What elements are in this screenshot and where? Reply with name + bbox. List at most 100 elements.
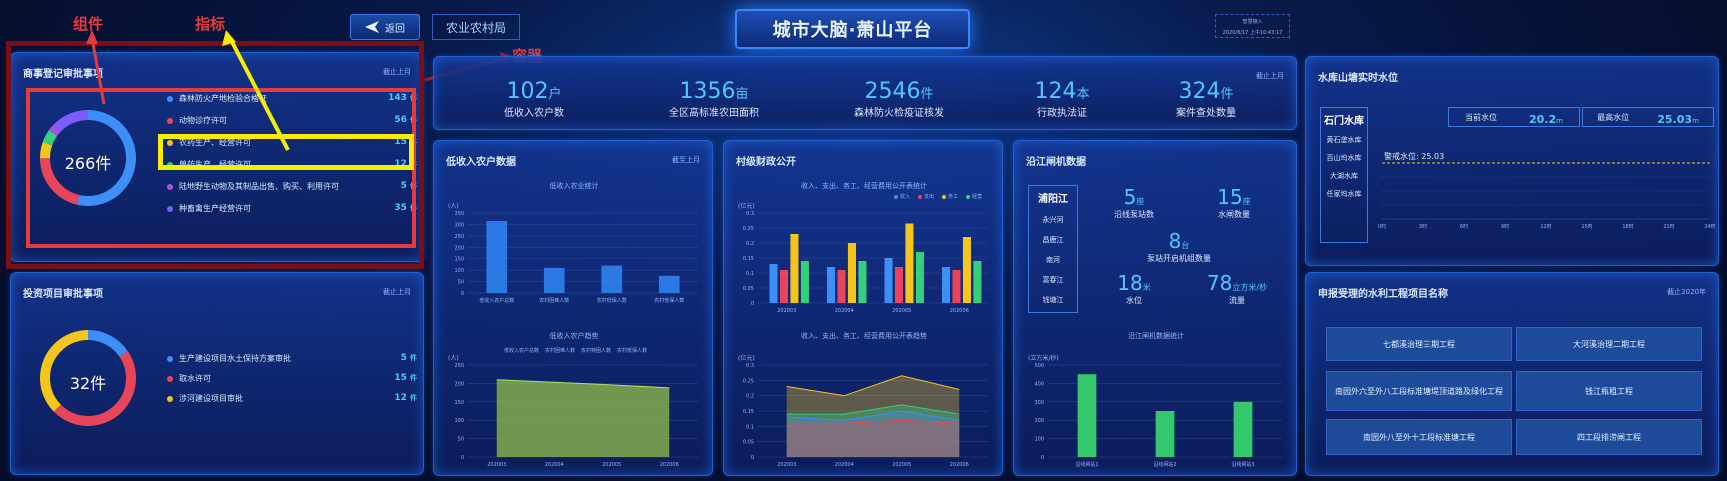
projects-title: 申报受理的水利工程项目名称 — [1318, 289, 1448, 300]
reservoir-level-chart: 0时 3时 6时 9时 12时 15时 18时 21时 24时 — [1378, 162, 1716, 230]
bar-支出 — [894, 267, 904, 303]
reservoir-item[interactable]: 百山坞水库 — [1326, 154, 1362, 162]
annotation-component-label: 组件 — [73, 15, 104, 33]
list-item: 森林防火产地检验合格证 — [167, 93, 267, 109]
back-button[interactable]: 返回 — [350, 14, 420, 40]
list-item: 生产建设项目水土保持方案审批 — [167, 353, 291, 369]
list-item: 种畜禽生产经营许可 — [167, 203, 251, 219]
metric-flow: 78立方米/秒 流量 — [1206, 271, 1268, 305]
bar-支出 — [837, 270, 846, 303]
x-tick-label: 202006 — [950, 462, 969, 468]
stats-note: 截止上月 — [1256, 72, 1284, 80]
area-收入 — [786, 411, 960, 457]
project-item[interactable]: 大河溪治理二期工程 — [1516, 327, 1702, 361]
invest-panel: 投资项目审批事项 截止上月 32件 生产建设项目水土保持方案审批 5 件 取水许… — [10, 272, 424, 475]
x-tick-label: 9时 — [1501, 223, 1509, 230]
bar — [658, 275, 680, 293]
chart2-legend: 低收入农户总数 农村困难人数 农村特困人数 农村低保人数 — [504, 348, 648, 354]
bar — [1155, 411, 1175, 457]
bar-务工 — [905, 223, 914, 303]
village-bar-chart: 0 0.05 0.1 0.15 0.2 0.25 0.3 202003 202004 202005… — [743, 211, 988, 314]
approval-note: 截止上月 — [383, 68, 411, 76]
invest-note: 截止上月 — [383, 288, 411, 296]
x-tick-label: 202003 — [487, 462, 506, 468]
village-chart2-title: 收入、支出、务工、经营费用公开表趋势 — [801, 332, 927, 340]
project-item[interactable]: 南园外六至外八工段标准塘堤顶道路及绿化工程 — [1326, 371, 1512, 411]
chart1-title: 低收入农业统计 — [549, 182, 599, 190]
reservoir-item[interactable]: 任家坞水库 — [1326, 190, 1362, 198]
approval-title: 商事登记审批事项 — [23, 69, 103, 80]
river-item[interactable]: 昌鹿江 — [1042, 236, 1064, 244]
x-tick-label: 15时 — [1581, 223, 1592, 230]
river-bar-chart: 0 100 200 300 400 500 沿线闸站1 沿线闸站2 沿线闸站3 — [1034, 363, 1282, 468]
x-tick-label: 沿线闸站1 — [1075, 461, 1098, 468]
list-item: 农药生产、经营许可 — [167, 137, 251, 153]
y-tick-label: 0 — [751, 301, 754, 307]
reservoir-title: 水库山塘实时水位 — [1318, 73, 1398, 84]
y-tick-label: 0.05 — [743, 440, 754, 446]
project-item[interactable]: 四工段排涝闸工程 — [1516, 419, 1702, 455]
x-tick-label: 农村低保人数 — [597, 297, 627, 304]
area-支出 — [786, 420, 960, 457]
bar-经营 — [858, 261, 867, 303]
y-tick-label: 0 — [461, 291, 464, 297]
y-tick-label: 0.25 — [743, 378, 754, 384]
y-tick-label: 400 — [1034, 381, 1044, 387]
low-income-bar-chart: 0 50 100 150 200 250 300 350 低收入农户总数 农村困难人数 农村低保人数… — [454, 211, 698, 304]
line-支出 — [786, 419, 960, 424]
bar-经营 — [800, 261, 809, 303]
invest-donut — [40, 330, 136, 426]
bar-务工 — [847, 243, 856, 303]
x-tick-label: 21时 — [1663, 223, 1674, 230]
river-item[interactable]: 永兴河 — [1042, 216, 1064, 224]
bar-收入 — [942, 267, 951, 303]
y-tick-label: 0.25 — [743, 226, 754, 232]
river-item-active[interactable]: 浦阳江 — [1038, 194, 1068, 205]
project-item[interactable]: 南园外八至外十工段标准塘工程 — [1326, 419, 1512, 455]
low-income-note: 截至上月 — [672, 156, 700, 164]
y-tick-label: 0.15 — [743, 256, 754, 262]
river-item[interactable]: 钱塘江 — [1042, 296, 1064, 304]
area-line — [496, 379, 670, 389]
bar-务工 — [962, 237, 971, 303]
x-tick-label: 6时 — [1460, 223, 1468, 230]
projects-panel: 申报受理的水利工程项目名称 截止2020年 七都溪治理三期工程 大河溪治理二期工… — [1305, 272, 1719, 476]
x-tick-label: 202005 — [602, 462, 621, 468]
x-tick-label: 202003 — [777, 462, 796, 468]
component-arrow — [90, 37, 106, 105]
back-label: 返回 — [385, 23, 405, 35]
y-tick-label: 500 — [1034, 363, 1044, 369]
approval-donut — [40, 110, 136, 206]
x-tick-label: 202003 — [777, 308, 796, 314]
x-tick-label: 202006 — [950, 308, 969, 314]
x-tick-label: 农村低保人数 — [654, 297, 684, 304]
project-item[interactable]: 钱江瓶租工程 — [1516, 371, 1702, 411]
x-tick-label: 202006 — [660, 462, 679, 468]
invest-total: 32件 — [69, 374, 107, 393]
y-tick-label: 0.15 — [743, 409, 754, 415]
metric-pumps: 5座 沿线泵站数 — [1114, 185, 1154, 219]
indicator-annotation-box — [158, 134, 414, 170]
y-tick-label: 300 — [454, 222, 464, 228]
reservoir-panel: 水库山塘实时水位 石门水库 黄石垄水库 百山坞水库 大湖水库 任家坞水库 当前水… — [1305, 56, 1719, 266]
reservoir-item-active[interactable]: 石门水库 — [1324, 116, 1364, 127]
reservoir-item[interactable]: 大湖水库 — [1330, 172, 1358, 180]
bar-收入 — [827, 267, 836, 303]
area-经营 — [786, 404, 960, 457]
warning-level: 警戒水位: 25.03 — [1384, 152, 1445, 161]
river-item[interactable]: 富春江 — [1042, 276, 1064, 284]
y-tick-label: 0.2 — [746, 241, 754, 247]
list-item: 涉河建设项目审批 — [167, 393, 243, 409]
datetime: 2020/8/17 上午10:43:17 — [1222, 30, 1283, 36]
y-tick-label: 100 — [454, 418, 464, 424]
x-tick-label: 12时 — [1540, 223, 1551, 230]
river-item[interactable]: 南河 — [1046, 256, 1060, 264]
reservoir-item[interactable]: 黄石垄水库 — [1326, 136, 1362, 144]
project-item[interactable]: 七都溪治理三期工程 — [1326, 327, 1512, 361]
village-legend: 收入 支出 务工 经营 — [894, 193, 982, 200]
metric-level: 18米 水位 — [1117, 271, 1151, 305]
component-annotation-box — [26, 88, 416, 248]
approval-total: 266件 — [64, 154, 112, 173]
y-tick-label: 200 — [454, 381, 464, 387]
area-务工 — [786, 375, 960, 457]
